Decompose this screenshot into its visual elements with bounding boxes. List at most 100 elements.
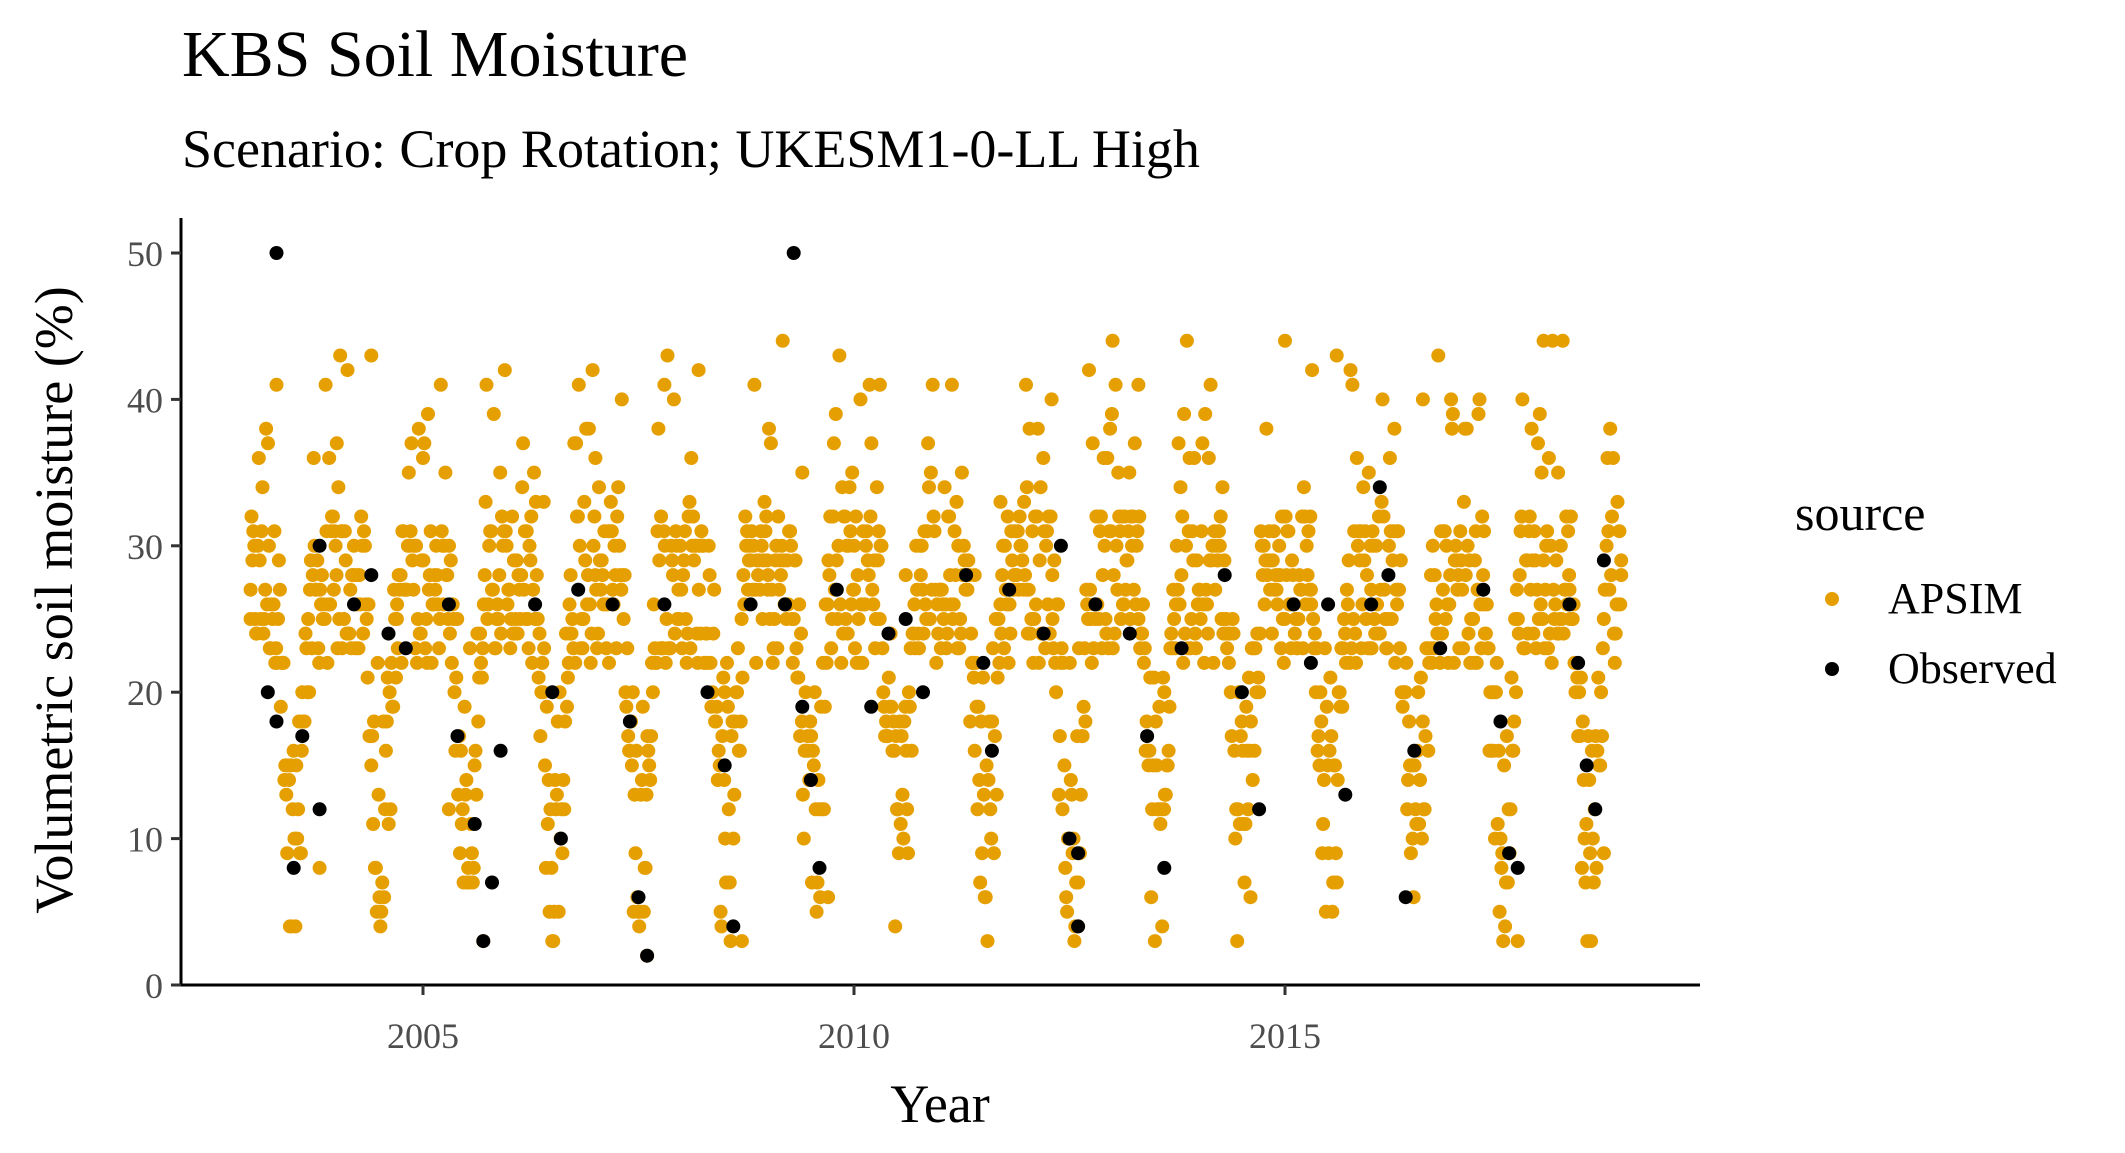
apsim-point (306, 451, 321, 465)
observed-point (1510, 860, 1525, 875)
observed-point (381, 626, 396, 641)
apsim-point (726, 831, 741, 846)
apsim-point (1015, 553, 1030, 568)
apsim-point (401, 465, 416, 480)
apsim-point (1349, 451, 1364, 465)
apsim-point (1132, 509, 1147, 524)
apsim-point (1497, 758, 1512, 773)
apsim-point (337, 524, 352, 539)
apsim-point (1319, 699, 1334, 714)
apsim-point (658, 655, 673, 670)
apsim-point (805, 743, 820, 758)
apsim-point (1178, 626, 1192, 641)
observed-point (976, 655, 991, 670)
apsim-point (433, 377, 448, 392)
apsim-point (701, 538, 716, 553)
observed-point (1364, 597, 1379, 612)
apsim-point (1392, 582, 1406, 597)
apsim-point (761, 568, 776, 583)
apsim-point (290, 831, 305, 846)
apsim-point (1291, 612, 1306, 626)
observed-point (467, 817, 482, 831)
apsim-point (1161, 743, 1176, 758)
y-tick-label: 10 (127, 820, 163, 860)
apsim-point (1388, 655, 1403, 670)
apsim-point (967, 743, 982, 758)
apsim-point (371, 787, 386, 802)
apsim-point (923, 465, 938, 480)
apsim-point (1253, 626, 1267, 641)
apsim-point (1217, 612, 1232, 626)
apsim-point (1033, 480, 1048, 495)
apsim-point (578, 553, 593, 568)
apsim-point (288, 919, 303, 934)
apsim-point (914, 538, 929, 553)
apsim-point (1551, 465, 1566, 480)
apsim-point (1310, 743, 1325, 758)
apsim-point (902, 699, 917, 714)
apsim-point (1365, 524, 1380, 539)
apsim-point (568, 655, 583, 670)
apsim-point (1493, 831, 1508, 846)
apsim-point (918, 597, 933, 612)
apsim-point (1040, 524, 1054, 539)
observed-point (778, 597, 792, 612)
observed-point (1579, 758, 1594, 773)
apsim-point (1233, 729, 1248, 744)
apsim-point (1350, 538, 1365, 553)
apsim-point (795, 787, 810, 802)
observed-point (1088, 597, 1103, 612)
apsim-point (390, 597, 405, 612)
apsim-point (464, 846, 479, 861)
apsim-point (1287, 626, 1302, 641)
apsim-point (1187, 451, 1202, 465)
apsim-point (298, 626, 313, 641)
apsim-point (1251, 670, 1266, 685)
apsim-point (1595, 641, 1610, 656)
apsim-point (1170, 582, 1185, 597)
apsim-point (421, 407, 435, 421)
apsim-point (1198, 407, 1213, 421)
apsim-point (351, 641, 366, 656)
apsim-point (1339, 582, 1354, 597)
apsim-point (1019, 377, 1033, 392)
apsim-point (1332, 685, 1347, 700)
apsim-point (1105, 641, 1120, 656)
apsim-point (465, 875, 480, 890)
apsim-point (289, 758, 304, 773)
apsim-point (443, 553, 458, 568)
apsim-point (939, 641, 954, 656)
apsim-point (727, 787, 742, 802)
apsim-point (1610, 494, 1625, 509)
apsim-point (1245, 773, 1260, 787)
apsim-point (386, 699, 401, 714)
observed-point (450, 729, 465, 744)
apsim-point (418, 641, 433, 656)
apsim-point (538, 758, 552, 773)
apsim-point (848, 641, 862, 656)
apsim-point (1413, 773, 1427, 787)
observed-point (485, 875, 499, 890)
apsim-point (976, 787, 991, 802)
apsim-point (1130, 524, 1145, 539)
apsim-point (850, 568, 865, 583)
apsim-point (1314, 714, 1329, 729)
apsim-point (821, 890, 836, 905)
apsim-point (1469, 655, 1484, 670)
apsim-point (1614, 568, 1629, 583)
observed-point (1062, 831, 1077, 846)
apsim-point (828, 407, 843, 421)
apsim-point (620, 641, 635, 656)
apsim-point (964, 626, 979, 641)
apsim-point (1266, 524, 1281, 539)
apsim-point (677, 553, 691, 568)
apsim-point (1206, 655, 1221, 670)
apsim-point (1012, 509, 1027, 524)
apsim-point (847, 538, 862, 553)
apsim-point (317, 612, 332, 626)
observed-point (1036, 626, 1051, 641)
apsim-point (361, 597, 376, 612)
apsim-point (676, 568, 691, 583)
y-axis-ticks: 0 10 20 30 40 50 (127, 234, 181, 1006)
apsim-point (1478, 626, 1493, 641)
